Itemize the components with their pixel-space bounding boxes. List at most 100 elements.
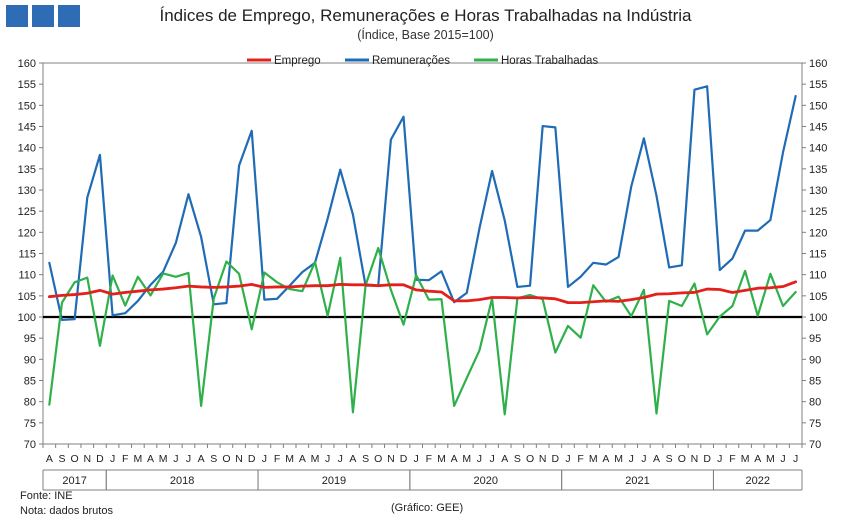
x-month-label: F [122, 453, 128, 465]
x-year-label: 2017 [62, 475, 86, 487]
y-tick-label-left: 90 [24, 354, 36, 366]
y-tick-label-right: 90 [809, 354, 821, 366]
x-month-label: D [400, 453, 408, 465]
x-month-label: M [462, 453, 471, 465]
x-month-label: J [641, 453, 646, 465]
y-tick-label-right: 110 [809, 270, 827, 282]
x-month-label: J [565, 453, 570, 465]
x-year-label: 2020 [474, 475, 498, 487]
x-month-label: J [489, 453, 494, 465]
y-tick-label-left: 125 [18, 206, 36, 218]
x-year-label: 2019 [322, 475, 346, 487]
x-month-label: J [338, 453, 343, 465]
series-line-horas-trabalhadas [48, 246, 797, 416]
x-month-label: S [514, 453, 521, 465]
y-tick-label-left: 70 [24, 439, 36, 451]
logo-square [6, 5, 28, 27]
y-tick-label-left: 95 [24, 333, 36, 345]
x-month-label: N [235, 453, 243, 465]
y-tick-label-left: 115 [18, 249, 36, 261]
y-tick-label-left: 110 [18, 270, 36, 282]
data-note: Nota: dados brutos [20, 505, 113, 517]
x-month-label: J [262, 453, 267, 465]
x-month-label: M [437, 453, 446, 465]
y-tick-label-right: 135 [809, 164, 827, 176]
x-month-label: J [414, 453, 419, 465]
chart-title: Índices de Emprego, Remunerações e Horas… [159, 6, 692, 25]
x-month-label: S [210, 453, 217, 465]
series-line-emprego [47, 280, 798, 305]
x-month-label: M [614, 453, 623, 465]
y-tick-label-left: 75 [24, 418, 36, 430]
x-month-label: F [426, 453, 432, 465]
x-month-label: J [110, 453, 115, 465]
legend-label-emprego: Emprego [274, 55, 321, 67]
x-month-label: M [589, 453, 598, 465]
legend-label-remuneracoes: Remunerações [372, 55, 450, 67]
x-month-label: J [173, 453, 178, 465]
x-month-label: O [71, 453, 79, 465]
y-tick-label-left: 150 [18, 100, 36, 112]
x-month-label: M [159, 453, 168, 465]
x-month-label: F [577, 453, 583, 465]
x-month-label: J [780, 453, 785, 465]
y-tick-label-right: 160 [809, 58, 827, 70]
x-month-label: O [526, 453, 534, 465]
y-tick-label-left: 85 [24, 376, 36, 388]
x-month-label: O [222, 453, 230, 465]
x-year-label: 2021 [625, 475, 649, 487]
legend-label-horas-trabalhadas: Horas Trabalhadas [501, 55, 598, 67]
x-month-label: A [501, 453, 508, 465]
x-month-label: F [729, 453, 735, 465]
x-month-label: A [299, 453, 306, 465]
x-month-label: M [311, 453, 320, 465]
plot-frame [42, 62, 803, 445]
y-tick-label-right: 125 [809, 206, 827, 218]
y-tick-label-right: 150 [809, 100, 827, 112]
x-month-label: A [754, 453, 761, 465]
x-year-label: 2018 [170, 475, 194, 487]
x-month-label: D [248, 453, 256, 465]
x-year-label: 2022 [745, 475, 769, 487]
x-month-label: O [678, 453, 686, 465]
x-month-label: F [274, 453, 280, 465]
logo-square [32, 5, 54, 27]
y-tick-label-right: 85 [809, 376, 821, 388]
x-month-label: J [629, 453, 634, 465]
x-month-label: J [325, 453, 330, 465]
x-month-label: S [666, 453, 673, 465]
x-month-label: A [349, 453, 356, 465]
x-month-label: D [703, 453, 711, 465]
series-line-remuneracoes [48, 85, 797, 322]
x-month-label: S [362, 453, 369, 465]
x-month-label: A [451, 453, 458, 465]
y-tick-label-left: 105 [18, 291, 36, 303]
y-tick-label-left: 130 [18, 185, 36, 197]
source-note: Fonte: INE [20, 490, 73, 502]
y-tick-label-right: 105 [809, 291, 827, 303]
y-tick-label-left: 140 [18, 143, 36, 155]
y-tick-label-right: 145 [809, 122, 827, 134]
x-month-label: M [766, 453, 775, 465]
y-tick-label-left: 100 [18, 312, 36, 324]
chart-subtitle: (Índice, Base 2015=100) [357, 28, 494, 42]
y-tick-label-left: 80 [24, 397, 36, 409]
y-tick-label-right: 130 [809, 185, 827, 197]
y-tick-label-right: 70 [809, 439, 821, 451]
x-month-label: D [552, 453, 560, 465]
y-tick-label-left: 160 [18, 58, 36, 70]
x-month-label: N [83, 453, 91, 465]
x-month-label: J [477, 453, 482, 465]
x-month-label: S [58, 453, 65, 465]
x-month-label: M [134, 453, 143, 465]
x-month-label: D [96, 453, 104, 465]
y-tick-label-right: 80 [809, 397, 821, 409]
y-tick-label-right: 155 [809, 79, 827, 91]
x-month-label: N [387, 453, 395, 465]
x-month-label: M [285, 453, 294, 465]
x-month-label: N [539, 453, 547, 465]
x-month-label: J [717, 453, 722, 465]
y-tick-label-right: 140 [809, 143, 827, 155]
x-month-label: A [46, 453, 53, 465]
